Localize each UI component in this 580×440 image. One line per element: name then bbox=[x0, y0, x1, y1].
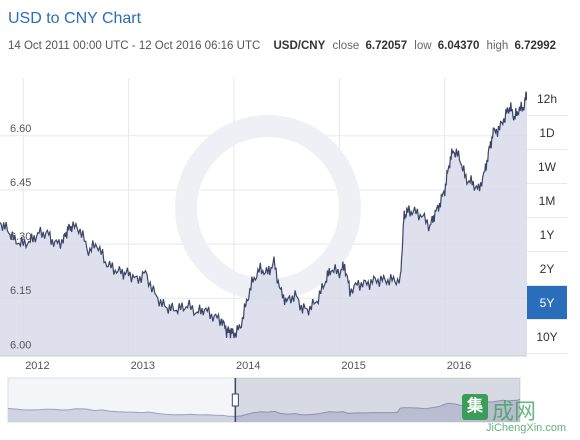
rate-chart[interactable]: 6.006.156.306.456.60 2012 2013 2014 2015 201… bbox=[0, 78, 528, 438]
y-tick-label-1: 6.15 bbox=[10, 285, 31, 297]
range-button-12h[interactable]: 12h bbox=[527, 82, 567, 116]
watermark-url: JiChengXin.com bbox=[486, 422, 567, 434]
x-tick-label-1: 2013 bbox=[131, 360, 155, 372]
close-label: close bbox=[332, 40, 360, 52]
x-tick-label-2: 2014 bbox=[236, 360, 260, 372]
navigator-handle-grip bbox=[231, 393, 239, 407]
x-axis: 2012 2013 2014 2015 2016 bbox=[0, 355, 527, 372]
y-tick-label-4: 6.60 bbox=[10, 123, 31, 135]
chart-summary: 14 Oct 2011 00:00 UTC - 12 Oct 2016 06:1… bbox=[8, 40, 556, 52]
xe-logo-watermark bbox=[175, 115, 361, 301]
low-label: low bbox=[414, 40, 432, 52]
navigator-area bbox=[8, 399, 520, 422]
low-value: 6.04370 bbox=[437, 40, 480, 52]
x-tick-label-3: 2015 bbox=[341, 360, 365, 372]
site-watermark: 集成网 JiChengXin.com bbox=[462, 394, 566, 434]
range-button-10y[interactable]: 10Y bbox=[527, 320, 567, 354]
range-button-1y[interactable]: 1Y bbox=[527, 218, 567, 252]
range-selector: 12h 1D 1W 1M 1Y 2Y 5Y 10Y bbox=[527, 82, 567, 354]
range-navigator[interactable] bbox=[7, 377, 521, 423]
date-range: 14 Oct 2011 00:00 UTC - 12 Oct 2016 06:1… bbox=[8, 40, 261, 52]
range-button-5y[interactable]: 5Y bbox=[527, 286, 567, 320]
watermark-box: 集 bbox=[462, 394, 488, 420]
y-tick-label-3: 6.45 bbox=[10, 177, 31, 189]
y-axis: 6.00 6.15 6.30 6.45 6.60 bbox=[10, 123, 31, 352]
range-button-2y[interactable]: 2Y bbox=[527, 252, 567, 286]
range-button-1d[interactable]: 1D bbox=[527, 116, 567, 150]
y-tick-label-0: 6.00 bbox=[10, 339, 31, 351]
y-tick-label-2: 6.30 bbox=[10, 231, 31, 243]
watermark-chars: 成网 bbox=[492, 399, 537, 424]
rate-line bbox=[0, 91, 528, 339]
chart-area[interactable]: 6.00 6.15 6.30 6.45 6.60 2012 2013 2014 2015 201… bbox=[0, 78, 528, 440]
close-value: 6.72057 bbox=[365, 40, 408, 52]
x-tick-label-4: 2016 bbox=[447, 360, 471, 372]
navigator-line bbox=[7, 398, 521, 418]
range-button-1m[interactable]: 1M bbox=[527, 184, 567, 218]
chart-title: USD to CNY Chart bbox=[8, 10, 142, 27]
x-tick-label-0: 2012 bbox=[25, 360, 49, 372]
high-value: 6.72992 bbox=[514, 40, 557, 52]
high-label: high bbox=[486, 40, 509, 52]
range-button-1w[interactable]: 1W bbox=[527, 150, 567, 184]
currency-pair: USD/CNY bbox=[273, 40, 326, 52]
rate-area bbox=[0, 91, 527, 356]
